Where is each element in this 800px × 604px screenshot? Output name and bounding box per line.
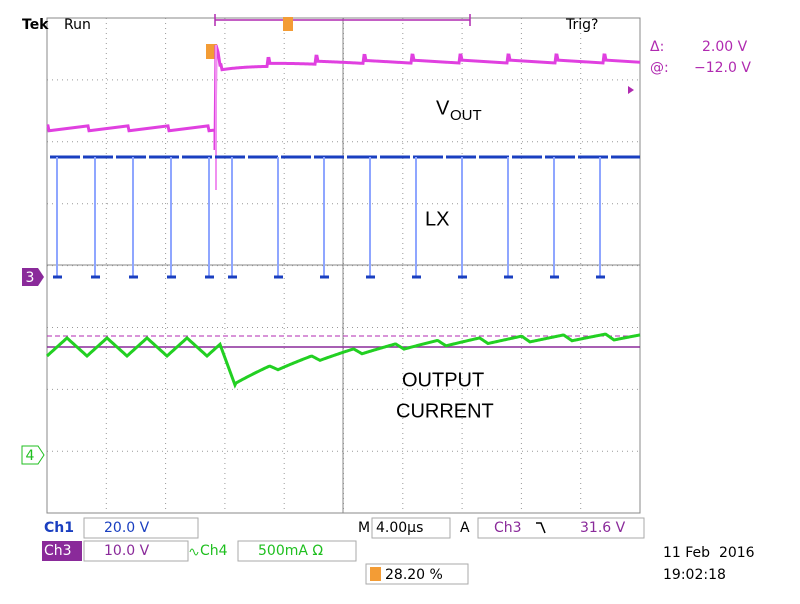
time: 19:02:18	[663, 567, 726, 583]
ch4-marker	[21, 445, 45, 465]
trigger-source: Ch3	[494, 520, 522, 536]
lx-label: LX	[425, 208, 449, 230]
waveforms	[45, 44, 641, 389]
ch3-marker-label: 3	[26, 270, 35, 286]
at-value: −12.0 V	[694, 60, 751, 76]
ch1-scale: 20.0 V	[104, 520, 150, 536]
at-label: @:	[650, 60, 669, 76]
trigger-label: A	[460, 520, 470, 536]
trigger-position-icon	[370, 567, 381, 581]
trigger-position-box	[365, 563, 469, 585]
brand: Tek	[22, 17, 49, 33]
trigger-level: 31.6 V	[580, 520, 626, 536]
ch3-marker	[22, 268, 44, 286]
time-box	[371, 517, 451, 539]
ch1-box	[83, 517, 199, 539]
run-status: Run	[64, 17, 91, 33]
ch3-label-bg	[42, 541, 82, 561]
delta-value: 2.00 V	[702, 39, 748, 55]
ch4-marker-label: 4	[26, 448, 35, 464]
trigger-pos-icon	[283, 17, 293, 31]
trigger-status: Trig?	[565, 17, 598, 33]
time-label: M	[358, 520, 370, 536]
current-trace	[45, 332, 641, 389]
ch3-scale: 10.0 V	[104, 543, 150, 559]
ch4-scale: 500mA Ω	[258, 543, 323, 559]
ch1-label: Ch1	[44, 520, 74, 536]
cursor-arrow	[628, 86, 634, 94]
ch4-box	[237, 540, 357, 562]
date: 11 Feb 2016	[663, 545, 755, 561]
ch4-label: Ch4	[200, 543, 228, 559]
vout-label: V	[436, 97, 450, 119]
record-bracket	[214, 14, 471, 26]
current-label-2: CURRENT	[396, 400, 494, 422]
trigger-box	[477, 517, 645, 539]
vout-subscript: OUT	[450, 107, 482, 124]
trigger-position: 28.20 %	[385, 567, 443, 583]
time-scale: 4.00µs	[376, 520, 423, 536]
delta-label: Δ:	[650, 39, 664, 55]
ch3-box	[83, 540, 189, 562]
ch3-label: Ch3	[44, 543, 72, 559]
slope-icon	[536, 522, 546, 534]
current-label-1: OUTPUT	[402, 369, 484, 391]
vout-trace	[46, 44, 641, 151]
bw-icon	[189, 548, 199, 556]
trigger-icon	[206, 44, 217, 59]
